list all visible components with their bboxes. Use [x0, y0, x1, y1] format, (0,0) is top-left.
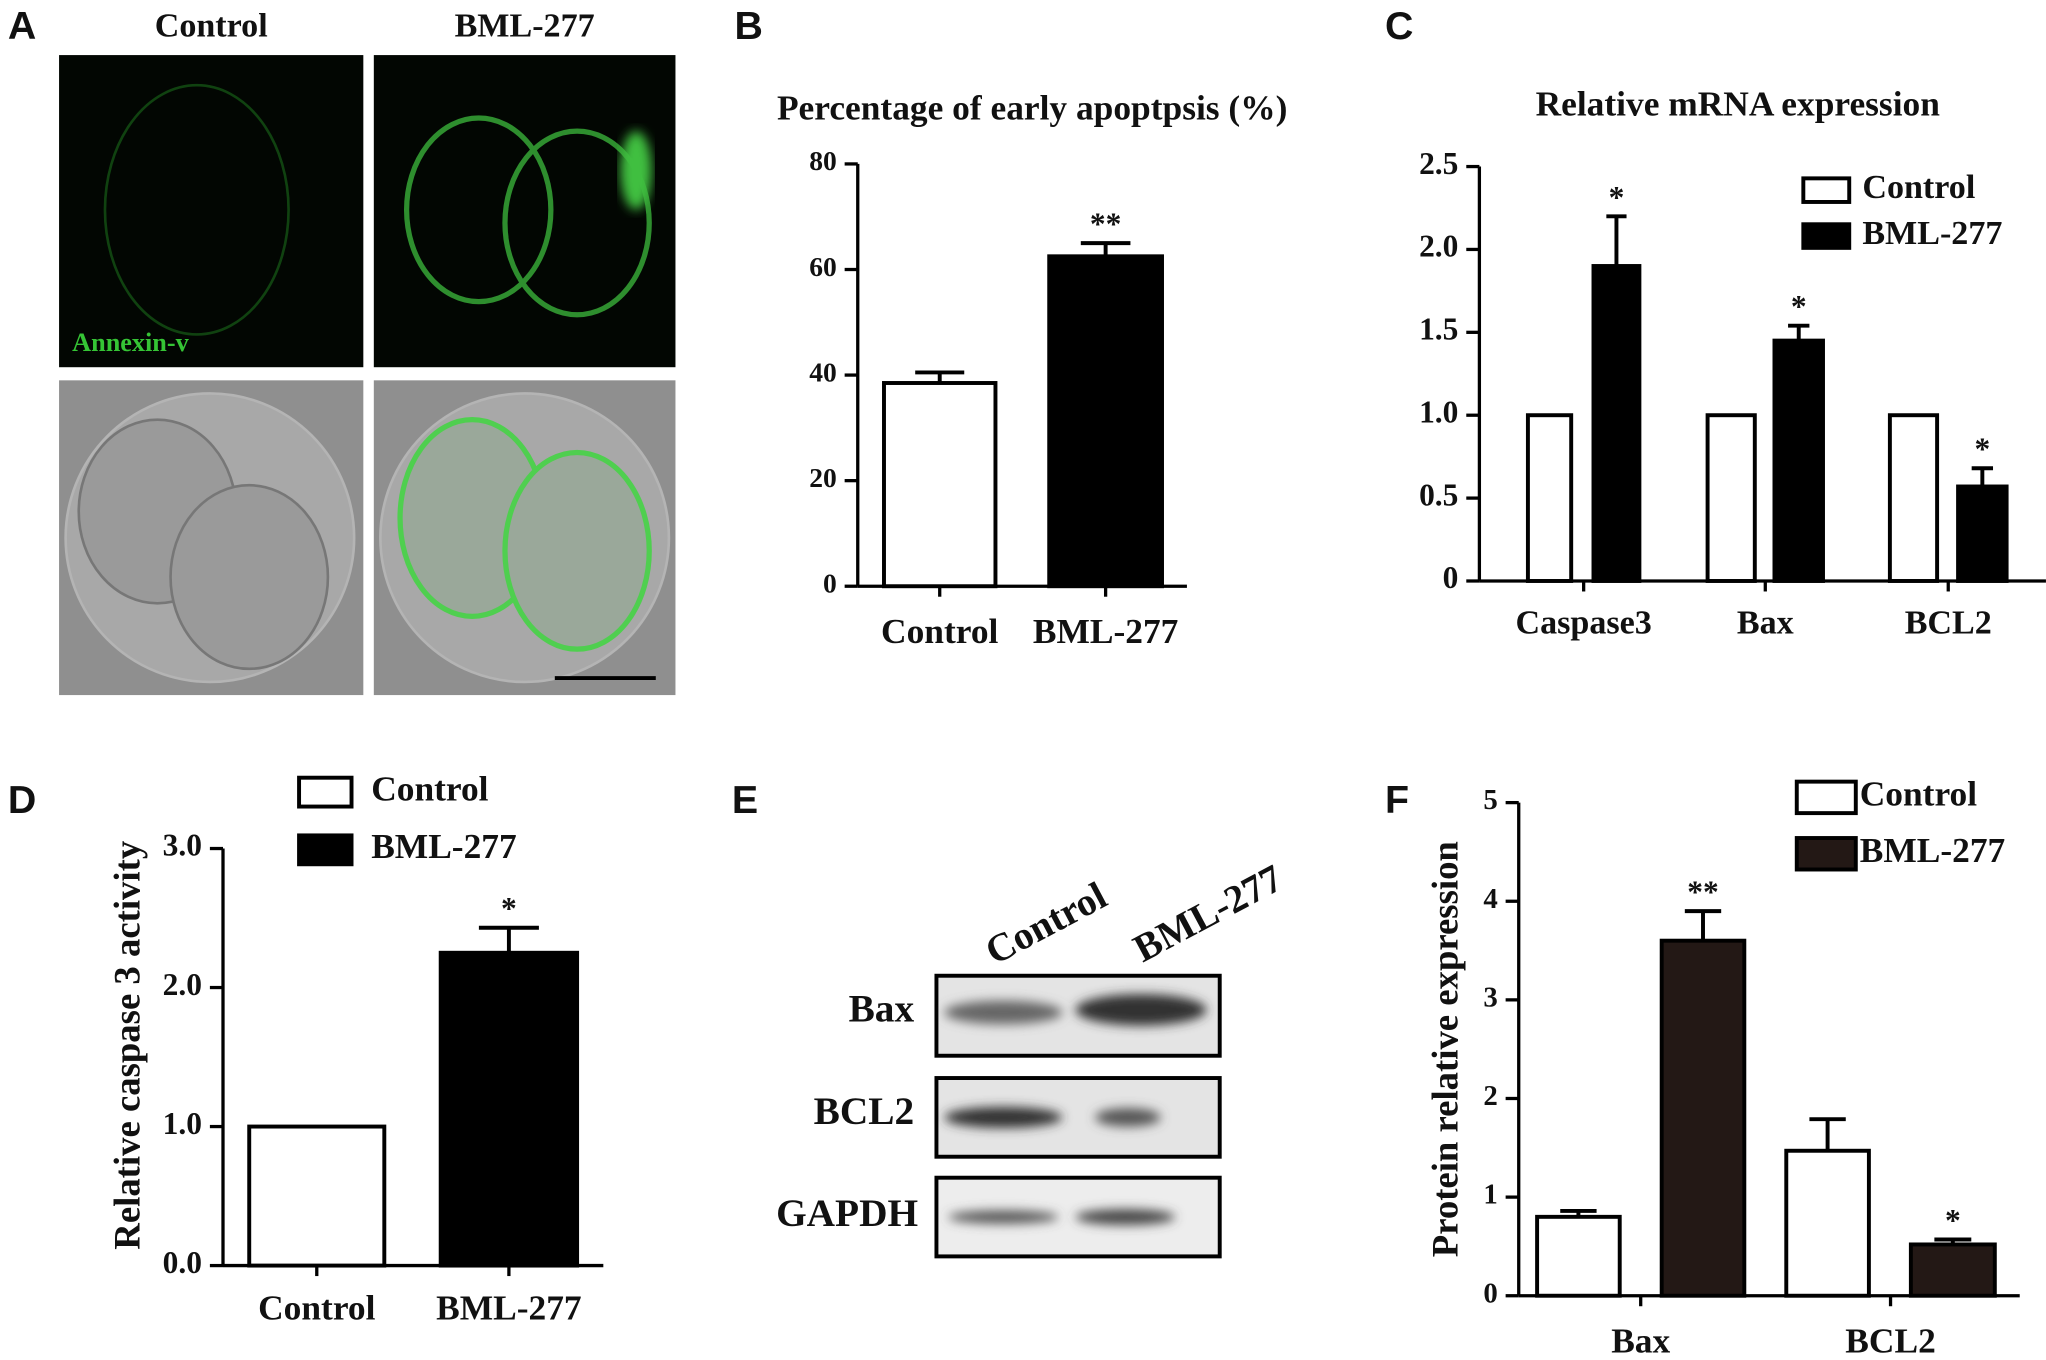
x-tick-label: BCL2 — [1905, 604, 1992, 641]
bar — [1705, 413, 1757, 583]
x-tick-label: BML-277 — [1033, 611, 1178, 651]
y-axis-label: Protein relative expression — [1425, 841, 1466, 1257]
x-tick-label: Control — [881, 611, 998, 651]
y-tick-label: 1.0 — [1419, 394, 1458, 429]
y-tick-label: 80 — [809, 145, 837, 176]
lane-label: BML-277 — [1126, 856, 1289, 971]
y-tick-label: 1 — [1483, 1179, 1497, 1211]
bar — [247, 1124, 387, 1268]
significance: ** — [1090, 207, 1121, 242]
legend-label: BML-277 — [1862, 215, 2002, 252]
bar — [1908, 1242, 1997, 1298]
chart-title: Relative mRNA expression — [1536, 84, 1941, 124]
column-label: BML-277 — [455, 8, 595, 45]
panel-letter: E — [732, 778, 758, 822]
y-tick-label: 3 — [1483, 981, 1497, 1013]
legend-label: Control — [1860, 774, 1977, 814]
lane-label: Control — [978, 873, 1114, 973]
row-label: GAPDH — [776, 1191, 918, 1235]
bar — [1887, 413, 1940, 583]
significance: ** — [1687, 875, 1718, 910]
column-label: Control — [155, 8, 268, 45]
panel-letter: B — [734, 4, 762, 48]
panel-letter: A — [8, 4, 36, 48]
y-tick-label: 0 — [1483, 1277, 1497, 1309]
significance: * — [501, 891, 517, 926]
legend-swatch — [1801, 176, 1852, 204]
y-tick-label: 2.5 — [1419, 146, 1458, 181]
legend-swatch — [297, 833, 354, 867]
error-bar — [1788, 323, 1810, 341]
panel-letter: F — [1385, 778, 1409, 822]
micrographs — [59, 55, 676, 696]
y-tick-label: 60 — [809, 251, 837, 282]
bar — [1659, 938, 1747, 1298]
x-tick-label: BML-277 — [436, 1288, 582, 1328]
legend-swatch — [297, 775, 354, 809]
bar — [438, 950, 580, 1268]
y-tick-label: 40 — [809, 356, 837, 387]
stain-label: Annexin-v — [72, 328, 189, 357]
bar — [1784, 1148, 1871, 1298]
error-bar — [1080, 241, 1131, 257]
bar — [1535, 1214, 1622, 1298]
western-blot — [934, 973, 1222, 1259]
y-tick-label: 3.0 — [163, 828, 202, 863]
x-tick-label: Bax — [1611, 1320, 1670, 1360]
legend-swatch — [1794, 779, 1858, 816]
legend-label: BML-277 — [1860, 830, 2006, 870]
legend-swatch — [1801, 222, 1852, 250]
legend-label: BML-277 — [371, 826, 517, 866]
panel-letter: D — [8, 778, 36, 822]
significance: * — [1609, 180, 1625, 215]
error-bar — [1809, 1117, 1846, 1151]
bar — [1956, 484, 2009, 583]
bar — [1772, 338, 1825, 583]
bar — [1047, 254, 1164, 589]
y-axis-label: Relative caspase 3 activity — [107, 841, 148, 1250]
y-tick-label: 2.0 — [163, 967, 202, 1002]
panel-letter: C — [1385, 4, 1413, 48]
significance: * — [1791, 289, 1807, 324]
error-bar — [1971, 466, 1994, 487]
y-tick-label: 2 — [1483, 1080, 1497, 1112]
bar — [1525, 413, 1574, 583]
y-tick-label: 1.0 — [163, 1106, 202, 1141]
legend-label: Control — [371, 768, 488, 808]
error-bar — [1606, 214, 1627, 267]
y-tick-label: 2.0 — [1419, 229, 1458, 264]
x-tick-label: Caspase3 — [1515, 604, 1651, 641]
legend-label: Control — [1862, 169, 1975, 206]
bar — [1591, 264, 1642, 583]
error-bar — [1684, 909, 1722, 941]
y-tick-label: 0.5 — [1419, 477, 1458, 512]
y-tick-label: 20 — [809, 462, 837, 493]
x-tick-label: BCL2 — [1845, 1320, 1935, 1360]
y-tick-label: 0.0 — [163, 1245, 202, 1280]
row-label: Bax — [849, 986, 915, 1030]
y-tick-label: 0 — [1443, 560, 1459, 595]
row-label: BCL2 — [814, 1089, 915, 1133]
error-bar — [478, 925, 539, 953]
y-tick-label: 0 — [823, 568, 837, 599]
y-tick-label: 1.5 — [1419, 312, 1458, 347]
bar — [882, 381, 998, 589]
x-tick-label: Bax — [1737, 604, 1794, 641]
significance: * — [1974, 432, 1990, 467]
y-tick-label: 4 — [1483, 883, 1497, 915]
significance: * — [1945, 1203, 1961, 1238]
x-tick-label: Control — [258, 1288, 375, 1328]
y-tick-label: 5 — [1483, 784, 1497, 816]
legend-swatch — [1794, 836, 1858, 872]
chart-title: Percentage of early apoptpsis (%) — [777, 88, 1287, 128]
